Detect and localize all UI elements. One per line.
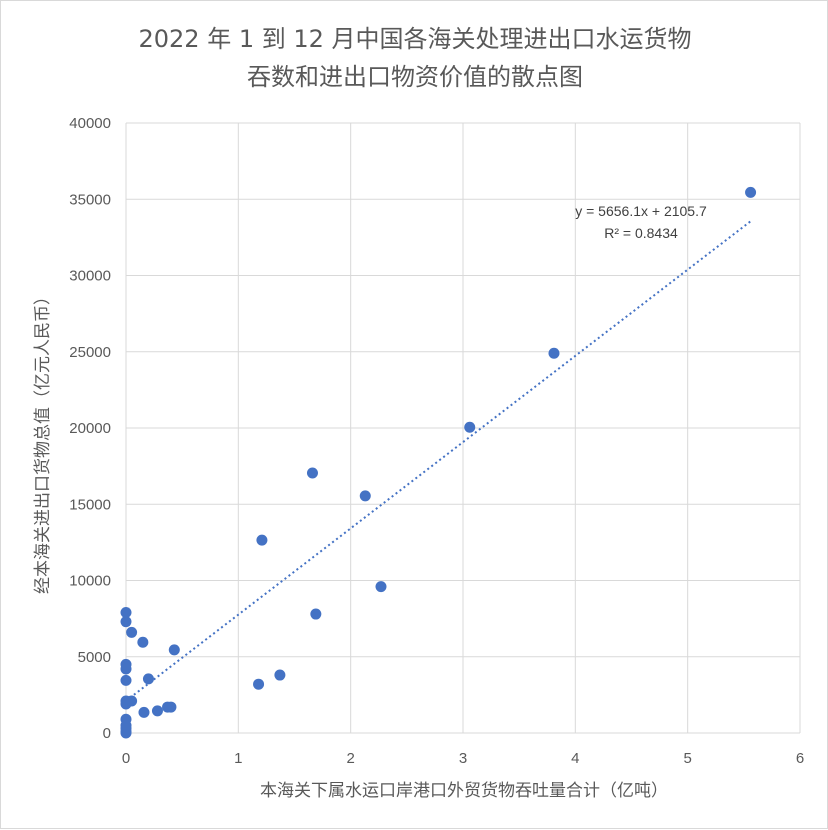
x-tick-label: 4 [571, 750, 579, 767]
data-point [464, 421, 476, 433]
data-point [120, 713, 132, 725]
data-point [120, 674, 132, 686]
data-point [126, 695, 138, 707]
y-tick-label: 40000 [69, 115, 111, 132]
chart-title-line-2: 吞数和进出口物资价值的散点图 [247, 63, 583, 91]
trendline-r-squared: R² = 0.8434 [604, 225, 678, 241]
data-point [253, 678, 265, 690]
x-tick-label: 0 [122, 750, 130, 767]
y-tick-label: 5000 [78, 649, 111, 666]
data-point [165, 701, 177, 713]
data-point [151, 705, 163, 717]
x-tick-label: 3 [459, 750, 467, 767]
data-point [168, 644, 180, 656]
data-point [548, 347, 560, 359]
data-point [120, 607, 132, 619]
y-tick-label: 25000 [69, 344, 111, 361]
x-axis-title: 本海关下属水运口岸港口外贸货物吞吐量合计（亿吨） [260, 781, 668, 801]
data-point [137, 636, 149, 648]
y-tick-label: 15000 [69, 496, 111, 513]
data-point [306, 467, 318, 479]
data-point [142, 673, 154, 685]
trendline-group [125, 220, 752, 702]
y-tick-label: 10000 [69, 573, 111, 590]
data-point [745, 186, 757, 198]
data-point [126, 626, 138, 638]
data-points [120, 186, 757, 739]
gridlines [125, 122, 801, 734]
data-point [120, 616, 132, 628]
x-axis-tick-labels: 0 1 2 3 4 5 6 [122, 750, 804, 767]
y-tick-label: 20000 [69, 420, 111, 437]
y-tick-label: 0 [103, 725, 111, 742]
y-tick-label: 35000 [69, 191, 111, 208]
chart-title-line-1: 2022 年 1 到 12 月中国各海关处理进出口水运货物 [138, 25, 691, 53]
x-tick-label: 2 [346, 750, 354, 767]
data-point [120, 658, 132, 670]
data-point [375, 581, 387, 593]
data-point [359, 490, 371, 502]
x-tick-label: 1 [234, 750, 242, 767]
data-point [274, 669, 286, 681]
x-tick-label: 5 [683, 750, 691, 767]
data-point [138, 706, 150, 718]
y-tick-label: 30000 [69, 268, 111, 285]
trendline-equation: y = 5656.1x + 2105.7 [575, 203, 707, 219]
data-point [310, 608, 322, 620]
y-axis-title: 经本海关进出口货物总值（亿元人民币） [33, 288, 53, 594]
data-point [256, 534, 268, 546]
x-tick-label: 6 [796, 750, 804, 767]
y-axis-tick-labels: 0 5000 10000 15000 20000 25000 30000 35000 40000 [69, 115, 111, 742]
trendline [125, 220, 752, 702]
